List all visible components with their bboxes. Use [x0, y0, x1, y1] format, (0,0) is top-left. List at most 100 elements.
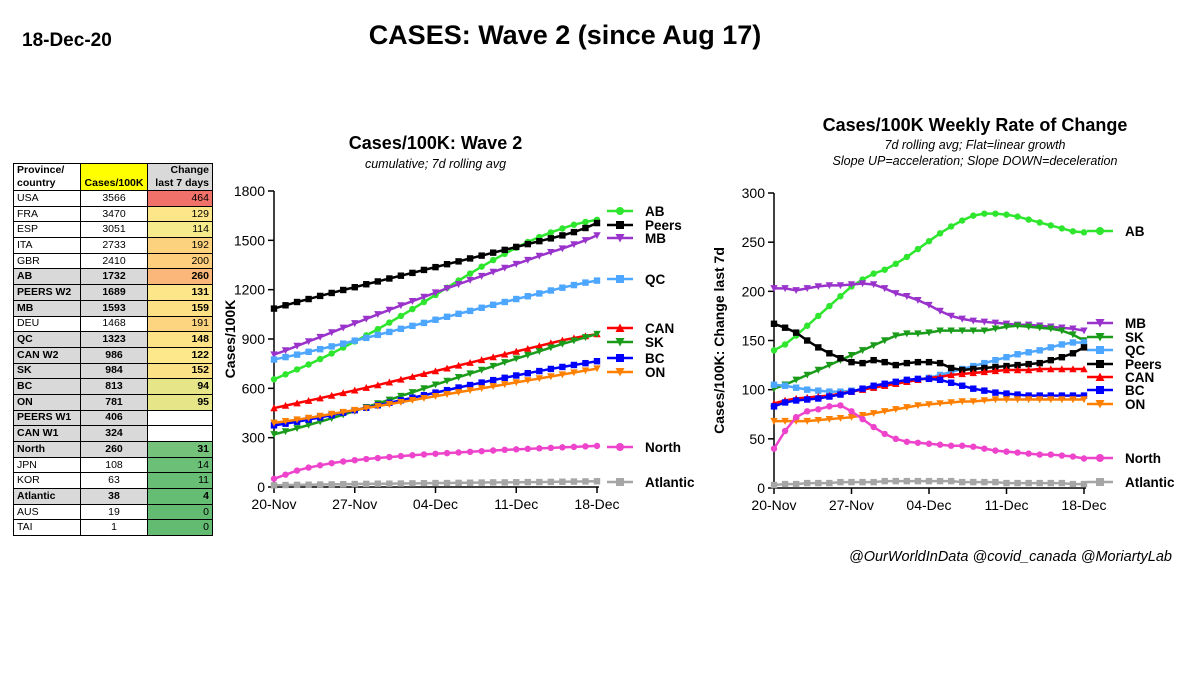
- legend-entry-peers: Peers: [1087, 357, 1162, 372]
- data-point: [397, 302, 405, 310]
- legend-marker: [615, 323, 625, 332]
- cell-change: 114: [147, 221, 213, 239]
- data-point: [1013, 396, 1022, 404]
- y-tick-label: 200: [742, 283, 766, 299]
- data-point: [881, 337, 889, 345]
- data-point: [593, 358, 601, 365]
- data-point: [293, 366, 301, 373]
- legend-marker: [1096, 360, 1104, 368]
- data-point: [501, 359, 509, 367]
- cell-change: 0: [147, 503, 213, 521]
- data-point: [970, 385, 977, 392]
- cumulative-cases-chart: Cases/100K: Wave 2 cumulative; 7d rolling…: [222, 133, 695, 512]
- legend-label: ON: [645, 365, 665, 380]
- data-point: [593, 277, 601, 284]
- page-title: CASES: Wave 2 (since Aug 17): [368, 20, 762, 50]
- data-point: [340, 286, 347, 294]
- data-point: [792, 397, 800, 404]
- data-point: [570, 228, 578, 236]
- legend-entry-can: CAN: [607, 321, 674, 336]
- data-point: [947, 327, 955, 335]
- data-point: [936, 327, 944, 335]
- data-point: [903, 404, 911, 412]
- data-point: [925, 477, 933, 485]
- data-point: [914, 358, 922, 366]
- data-point: [1080, 327, 1088, 335]
- data-point: [328, 289, 335, 297]
- data-point: [959, 442, 966, 449]
- table-row: ON 781 95: [13, 393, 213, 411]
- table-row: ITA 2733 192: [13, 237, 213, 254]
- data-point: [1080, 229, 1088, 236]
- cell-name: PEERS W2: [13, 284, 81, 301]
- data-point: [489, 376, 497, 384]
- data-point: [870, 356, 877, 364]
- data-point: [903, 330, 911, 338]
- data-point: [781, 382, 789, 389]
- cell-change: 200: [147, 252, 213, 270]
- data-point: [489, 249, 497, 256]
- data-point: [847, 352, 856, 359]
- data-point: [454, 373, 463, 381]
- data-point: [293, 416, 301, 424]
- legend-label: ON: [1125, 397, 1145, 412]
- data-point: [304, 396, 313, 404]
- cell-change: [147, 409, 213, 427]
- data-point: [293, 298, 301, 306]
- data-point: [524, 351, 532, 359]
- data-point: [431, 381, 440, 389]
- data-point: [1069, 480, 1077, 488]
- data-point: [536, 445, 543, 452]
- chart-title: Cases/100K Weekly Rate of Change: [823, 115, 1128, 135]
- data-point: [914, 439, 922, 446]
- data-point: [327, 391, 336, 399]
- legend-marker: [616, 354, 624, 362]
- data-point: [847, 281, 856, 289]
- data-point: [959, 478, 966, 486]
- data-point: [803, 371, 811, 379]
- data-point: [420, 319, 428, 327]
- data-point: [466, 307, 474, 315]
- x-tick-label: 04-Dec: [413, 496, 458, 512]
- cell-change: 122: [147, 346, 213, 364]
- data-point: [420, 451, 428, 458]
- table-row: USA 3566 464: [13, 190, 213, 207]
- chart-subtitle-2: Slope UP=acceleration; Slope DOWN=decele…: [833, 154, 1118, 168]
- data-point: [792, 329, 800, 336]
- data-point: [328, 343, 335, 350]
- data-point: [293, 351, 301, 358]
- data-point: [1014, 213, 1021, 220]
- data-point: [892, 406, 900, 414]
- data-point: [1047, 222, 1054, 229]
- data-point: [593, 442, 601, 450]
- data-point: [1047, 396, 1055, 404]
- data-point: [1036, 324, 1044, 332]
- data-point: [582, 279, 589, 286]
- data-point: [870, 478, 877, 486]
- x-tick-label: 18-Dec: [574, 496, 619, 512]
- data-point: [870, 270, 877, 277]
- data-point: [981, 478, 988, 486]
- legend-label: AB: [1125, 224, 1145, 239]
- data-point: [1025, 450, 1032, 457]
- series-bc: [770, 375, 1088, 410]
- legend-entry-can: CAN: [1087, 370, 1154, 385]
- legend-label: SK: [645, 335, 664, 350]
- header-province: Province/ country: [13, 163, 81, 191]
- data-point: [1047, 344, 1054, 351]
- data-point: [524, 293, 531, 300]
- data-point: [512, 379, 520, 387]
- data-point: [466, 370, 474, 378]
- data-point: [1069, 339, 1077, 346]
- legend-marker: [616, 221, 624, 229]
- legend-marker: [616, 275, 624, 283]
- data-point: [443, 386, 451, 394]
- data-point: [826, 479, 833, 487]
- cell-change: 152: [147, 362, 213, 380]
- data-point: [570, 361, 578, 369]
- data-point: [536, 290, 543, 297]
- data-point: [351, 406, 359, 414]
- data-point: [305, 464, 312, 471]
- data-point: [558, 245, 567, 253]
- data-point: [443, 313, 451, 320]
